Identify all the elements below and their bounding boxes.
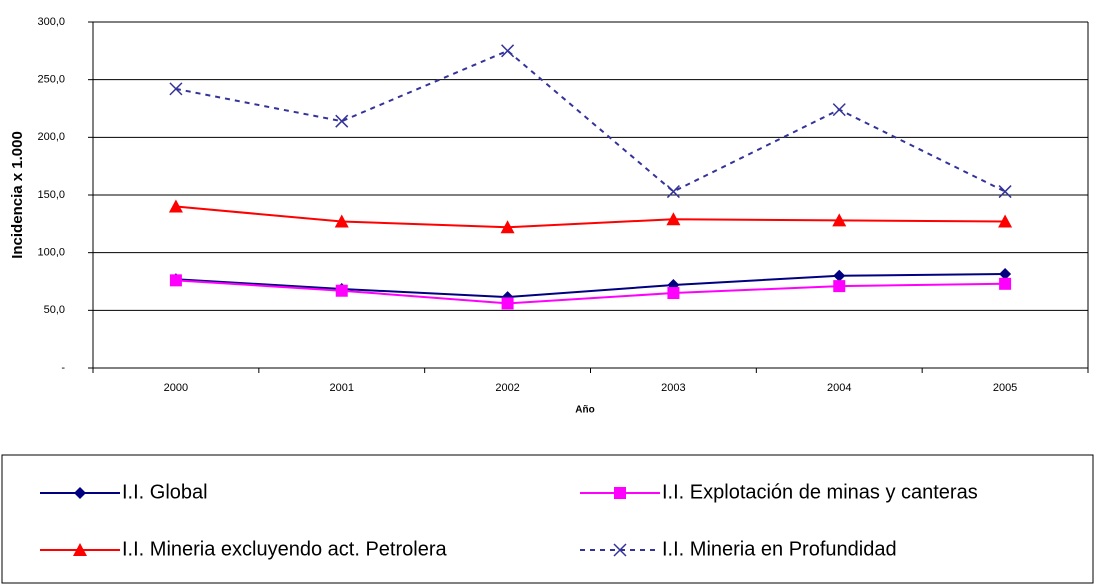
- y-tick-label: 50,0: [44, 304, 65, 316]
- series-line: [175, 49, 1006, 193]
- marker: [500, 220, 515, 234]
- marker: [666, 212, 681, 226]
- marker: [335, 284, 348, 297]
- series-line: [175, 205, 1006, 229]
- marker: [168, 199, 183, 213]
- series-line: [175, 279, 1006, 305]
- marker: [169, 274, 182, 287]
- marker: [999, 277, 1012, 290]
- x-tick-label: 2004: [827, 382, 851, 394]
- marker: [666, 185, 680, 199]
- x-tick-label: 2001: [330, 382, 354, 394]
- marker: [501, 44, 515, 58]
- marker: [73, 543, 87, 556]
- y-tick-label: 200,0: [37, 131, 65, 143]
- marker: [74, 487, 86, 499]
- marker: [832, 103, 846, 117]
- marker: [998, 185, 1012, 199]
- marker: [667, 287, 680, 300]
- marker: [998, 214, 1013, 228]
- legend-label: I.I. Mineria en Profundidad: [662, 538, 897, 560]
- legend-label: I.I. Mineria excluyendo act. Petrolera: [122, 538, 447, 560]
- x-tick-label: 2005: [993, 382, 1017, 394]
- series-line: [175, 273, 1006, 299]
- x-tick-label: 2003: [661, 382, 685, 394]
- legend-box: [1, 454, 1094, 584]
- marker: [334, 214, 349, 228]
- marker: [169, 82, 183, 96]
- legend-label: I.I. Global: [122, 481, 208, 503]
- y-tick-label: 300,0: [37, 16, 65, 28]
- y-axis-title: Incidencia x 1.000: [9, 131, 26, 259]
- x-tick-label: 2002: [495, 382, 519, 394]
- y-tick-label: 250,0: [37, 74, 65, 86]
- y-tick-label: 100,0: [37, 247, 65, 259]
- y-tick-label: 150,0: [37, 189, 65, 201]
- x-axis-title: Año: [575, 405, 594, 416]
- y-tick-label: -: [61, 362, 65, 374]
- legend-label: I.I. Explotación de minas y canteras: [662, 481, 978, 503]
- marker: [832, 213, 847, 227]
- marker: [833, 269, 846, 282]
- marker: [833, 280, 846, 293]
- x-tick-label: 2000: [164, 382, 188, 394]
- marker: [999, 268, 1012, 281]
- marker: [614, 487, 626, 499]
- marker: [335, 114, 349, 128]
- marker: [613, 543, 627, 557]
- marker: [501, 297, 514, 310]
